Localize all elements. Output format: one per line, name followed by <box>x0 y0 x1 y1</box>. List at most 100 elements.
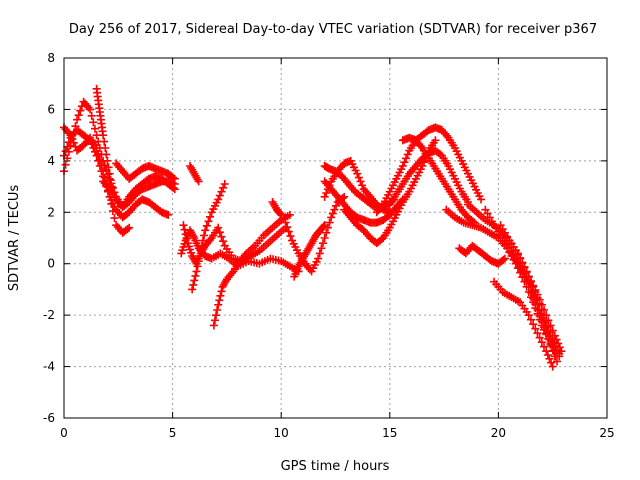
data-point-marker <box>170 174 179 183</box>
data-point-marker <box>61 147 70 156</box>
data-point-marker <box>61 160 70 169</box>
data-point-marker <box>194 177 203 186</box>
y-tick-label: -2 <box>43 308 55 322</box>
data-point-marker <box>195 252 204 260</box>
data-point-marker <box>199 236 208 245</box>
data-point-marker <box>188 285 197 294</box>
data-point-marker <box>543 327 552 336</box>
x-tick-label: 25 <box>599 426 614 440</box>
data-point-marker <box>548 342 557 350</box>
data-point-marker <box>528 287 537 296</box>
series-track-11 <box>268 198 286 219</box>
data-point-marker <box>97 161 106 170</box>
series-track-27 <box>507 249 562 366</box>
data-point-marker <box>526 282 535 291</box>
data-point-marker <box>202 221 211 230</box>
x-axis-label: GPS time / hours <box>281 459 390 474</box>
y-tick-label: -4 <box>43 360 55 374</box>
data-point-marker <box>197 241 206 250</box>
data-point-marker <box>320 234 329 242</box>
data-point-marker <box>276 209 285 218</box>
data-point-marker <box>86 105 95 114</box>
y-tick-label: 2 <box>47 205 55 219</box>
data-point-marker <box>213 306 222 314</box>
data-point-marker <box>100 137 109 146</box>
data-point-marker <box>179 243 188 251</box>
series-track-10 <box>209 210 294 330</box>
series-track-28 <box>99 172 179 212</box>
data-point-marker <box>210 316 219 325</box>
data-point-marker <box>536 309 545 318</box>
data-point-marker <box>314 254 323 263</box>
data-point-marker <box>76 106 85 115</box>
data-point-marker <box>108 207 117 215</box>
data-point-marker <box>553 357 562 366</box>
data-point-marker <box>530 291 539 300</box>
data-point-marker <box>284 227 293 236</box>
data-point-marker <box>548 362 557 371</box>
data-point-marker <box>103 156 112 165</box>
grid-lines <box>64 58 607 418</box>
data-point-marker <box>322 228 331 237</box>
series-track-8 <box>188 180 229 294</box>
data-point-marker <box>540 342 549 351</box>
data-point-marker <box>102 150 111 159</box>
x-tick-label: 0 <box>60 426 68 440</box>
data-point-marker <box>529 320 538 329</box>
data-point-marker <box>319 222 328 231</box>
series-track-3 <box>60 123 134 237</box>
data-point-marker <box>187 248 196 257</box>
y-tick-label: 0 <box>47 257 55 271</box>
data-point-marker <box>317 244 326 253</box>
data-point-marker <box>219 237 228 246</box>
data-point-marker <box>74 111 83 120</box>
plot-frame <box>63 57 608 419</box>
data-point-marker <box>538 314 547 323</box>
series-track-4 <box>92 84 116 191</box>
data-point-marker <box>540 318 549 327</box>
series-track-25 <box>455 241 509 268</box>
data-point-marker <box>92 131 101 140</box>
data-point-marker <box>214 300 223 309</box>
y-tick-label: 6 <box>47 102 55 116</box>
data-point-marker <box>281 218 290 227</box>
data-point-marker <box>215 296 224 305</box>
data-point-marker <box>179 221 188 230</box>
data-point-marker <box>477 195 486 204</box>
series-track-1 <box>60 97 179 212</box>
data-point-marker <box>533 300 542 309</box>
data-point-marker <box>320 221 329 230</box>
data-point-marker <box>286 232 295 241</box>
data-point-marker <box>549 347 558 356</box>
data-point-marker <box>106 176 115 185</box>
series-track-26 <box>490 277 557 371</box>
data-point-marker <box>500 254 509 263</box>
data-point-marker <box>178 246 187 255</box>
data-point-marker <box>177 249 186 258</box>
data-point-marker <box>533 329 542 338</box>
data-point-marker <box>217 232 226 241</box>
data-point-marker <box>535 333 544 342</box>
series-track-18 <box>372 123 486 217</box>
data-point-marker <box>101 144 110 152</box>
series-track-9 <box>185 162 203 186</box>
data-point-marker <box>340 192 349 201</box>
data-point-marker <box>73 115 82 124</box>
data-point-marker <box>277 210 286 219</box>
chart-title: Day 256 of 2017, Sidereal Day-to-day VTE… <box>69 22 597 37</box>
data-point-marker <box>193 262 202 271</box>
data-point-marker <box>99 131 108 140</box>
data-point-marker <box>541 323 550 332</box>
x-tick-label: 15 <box>382 426 397 440</box>
data-point-marker <box>191 271 200 280</box>
data-point-marker <box>546 336 555 345</box>
data-point-marker <box>535 305 544 314</box>
data-point-marker <box>89 118 98 127</box>
y-tick-label: 4 <box>47 154 55 168</box>
data-point-marker <box>214 223 223 232</box>
data-point-marker <box>544 332 553 341</box>
data-point-marker <box>190 276 199 285</box>
data-point-marker <box>215 228 224 237</box>
series-track-13 <box>290 221 329 281</box>
